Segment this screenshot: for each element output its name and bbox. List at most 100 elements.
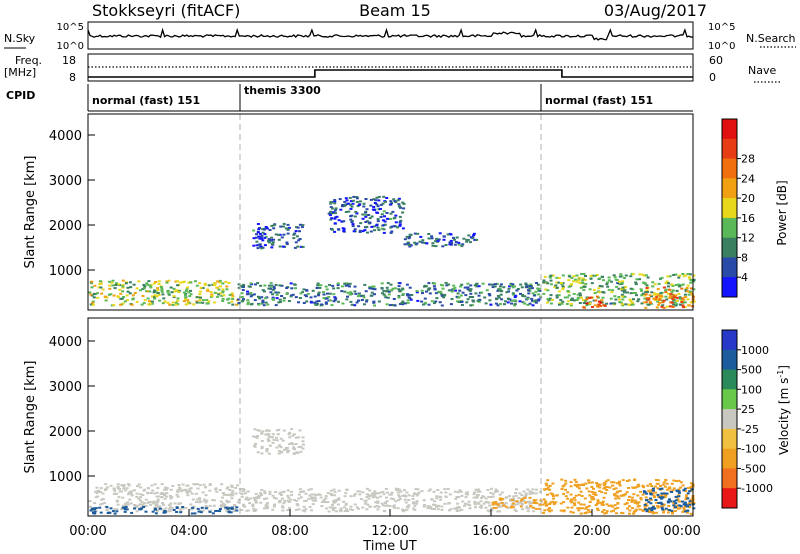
velocity-cell: [468, 507, 472, 510]
power-cell: [260, 234, 264, 237]
power-cell: [222, 294, 226, 297]
power-cell: [423, 284, 427, 287]
power-cell: [640, 302, 644, 305]
velocity-cell: [260, 447, 264, 450]
power-cell: [448, 241, 452, 244]
velocity-cell: [538, 503, 542, 506]
velocity-cell: [179, 508, 183, 511]
velocity-cell: [528, 490, 532, 493]
velocity-cell: [664, 479, 668, 482]
power-cell: [339, 208, 343, 211]
power-cell: [456, 300, 460, 303]
power-cell: [257, 295, 260, 298]
power-cell: [645, 287, 649, 289]
velocity-cell: [240, 495, 244, 498]
velocity-cell: [596, 509, 600, 512]
velocity-cell: [394, 500, 398, 503]
power-cell: [358, 200, 362, 203]
power-cell: [468, 296, 472, 298]
power-cell: [153, 294, 157, 297]
power-cell: [466, 298, 470, 301]
power-cell: [153, 289, 156, 292]
velocity-cell: [509, 498, 512, 501]
power-cell: [464, 294, 468, 297]
velocity-cell: [677, 504, 681, 507]
power-cell: [656, 292, 660, 295]
power-cell: [128, 292, 132, 295]
power-cell: [670, 283, 674, 286]
power-cell: [258, 297, 262, 300]
velocity-cell: [367, 497, 371, 500]
velocity-cell: [650, 507, 654, 510]
power-cell: [469, 292, 473, 295]
velocity-cell: [510, 504, 514, 507]
velocity-cell: [342, 500, 345, 503]
power-cell: [642, 281, 645, 284]
power-cell: [570, 299, 573, 301]
velocity-cell: [168, 495, 172, 497]
power-cell: [355, 196, 359, 198]
velocity-cell: [349, 508, 352, 511]
velocity-cell: [265, 497, 269, 500]
velocity-cell: [363, 499, 367, 502]
power-cell: [333, 200, 337, 203]
nsky-trace: [87, 27, 694, 41]
power-cell: [376, 205, 380, 208]
velocity-cell: [177, 503, 181, 505]
power-cell: [652, 292, 656, 295]
power-ytick-label-4000: 4000: [49, 129, 82, 144]
power-cell: [182, 280, 186, 283]
velocity-cell: [160, 496, 164, 499]
velocity-cell: [656, 482, 660, 485]
power-cell: [121, 284, 125, 287]
power-cell: [457, 301, 461, 303]
power-cell: [362, 205, 366, 208]
velocity-cell: [179, 511, 183, 514]
velocity-cell: [155, 509, 159, 512]
power-cell: [230, 292, 234, 295]
velocity-cell: [169, 488, 173, 491]
power-cell: [674, 294, 678, 297]
velocity-cell: [122, 506, 126, 509]
velocity-cell: [279, 494, 283, 496]
power-cell: [364, 198, 368, 200]
velocity-cell: [602, 509, 606, 511]
power-cell: [644, 306, 648, 309]
velocity-cell: [476, 494, 479, 497]
power-ytick-label-2000: 2000: [49, 219, 82, 234]
velocity-cell: [581, 507, 584, 510]
velocity-cell: [681, 510, 685, 513]
power-cell: [279, 225, 283, 228]
velocity-cell: [225, 493, 229, 496]
velocity-cell: [225, 499, 229, 502]
power-cell: [256, 282, 260, 285]
power-cell: [359, 222, 363, 225]
power-cell: [688, 273, 692, 276]
velocity-cell: [517, 497, 521, 499]
power-cell: [189, 281, 193, 284]
velocity-cell: [654, 499, 658, 501]
power-cell: [392, 217, 396, 220]
power-cell: [549, 302, 553, 305]
velocity-cell: [153, 483, 157, 486]
power-cell: [346, 291, 350, 294]
power-cell: [665, 280, 669, 283]
velocity-cell: [214, 488, 217, 491]
power-cell: [631, 303, 635, 306]
power-cell: [254, 283, 257, 286]
velocity-cell: [245, 496, 249, 499]
velocity-cell: [689, 485, 693, 488]
power-cell: [362, 296, 366, 299]
power-cell: [252, 244, 256, 247]
velocity-cell: [546, 479, 550, 482]
nsky-tick-top: 10^5: [57, 22, 84, 33]
power-cell: [692, 274, 696, 277]
power-cell: [373, 293, 376, 296]
power-cell: [343, 290, 347, 293]
velocity-cell: [318, 493, 322, 496]
velocity-cell: [204, 507, 208, 510]
power-cell: [415, 242, 419, 245]
power-cell: [662, 306, 666, 309]
velocity-cell: [90, 506, 94, 509]
power-cell: [124, 282, 128, 285]
